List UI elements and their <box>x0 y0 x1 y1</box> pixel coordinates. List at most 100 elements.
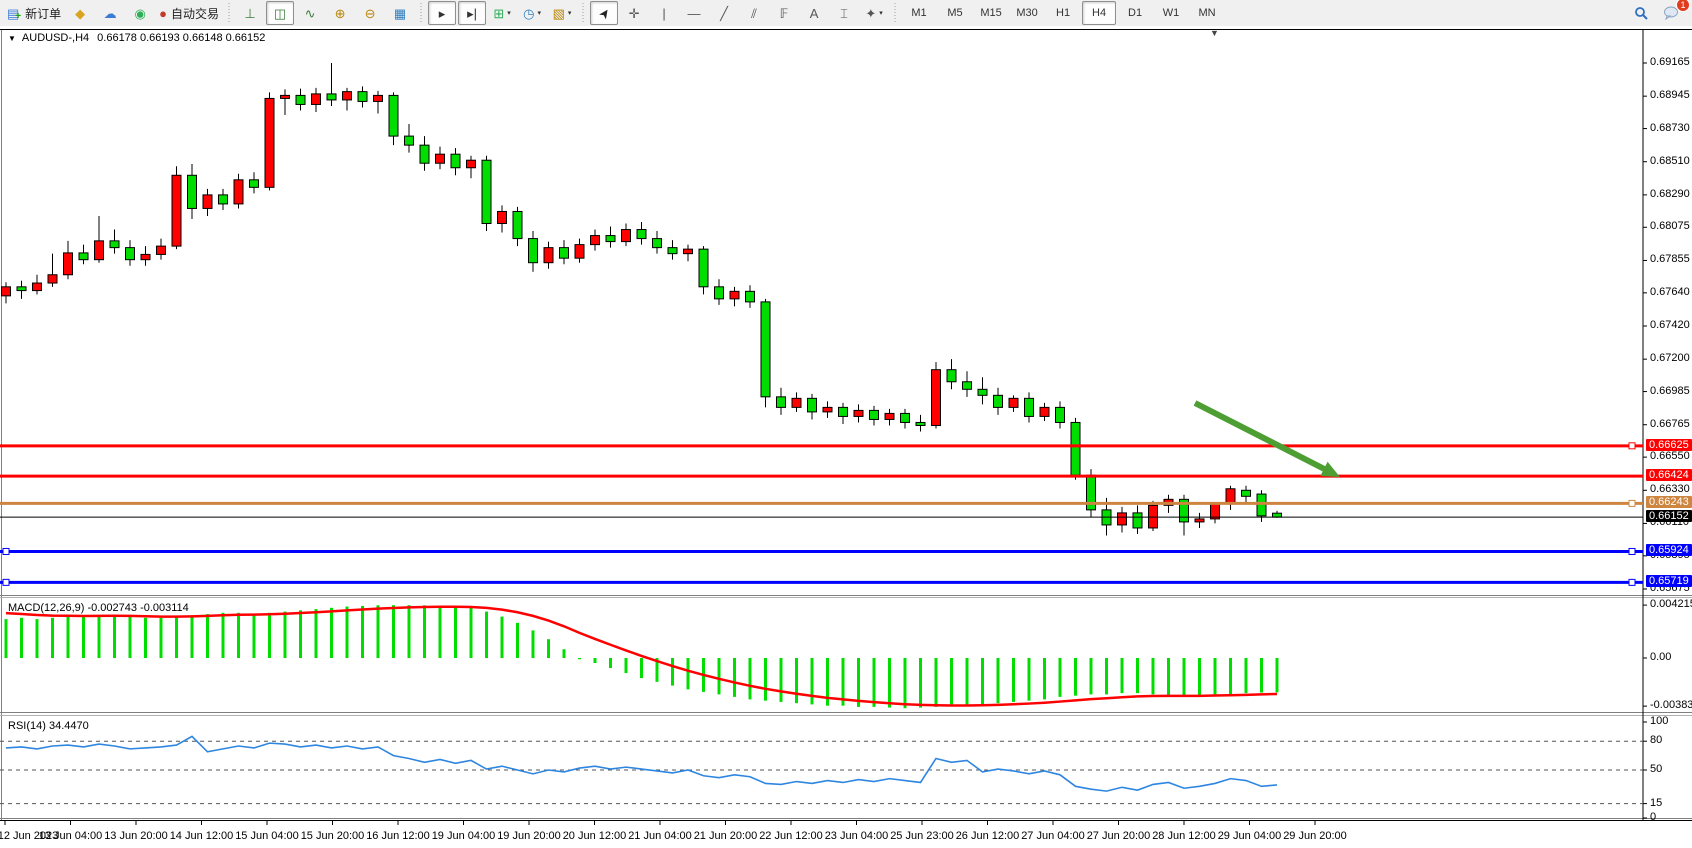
search-icon <box>1634 6 1648 20</box>
candle-body-bear <box>993 394 1003 408</box>
price-axis-tick-label: 0.67640 <box>1650 285 1690 298</box>
cursor-button[interactable]: ➤ <box>590 1 619 25</box>
timeframe-button-m15[interactable]: M15 <box>980 7 1002 19</box>
time-axis-label: 19 Jun 04:00 <box>431 830 496 842</box>
price-axis-tick-label: 0.66330 <box>1650 483 1690 496</box>
chart-menu-icon[interactable]: ▼ <box>8 33 16 43</box>
chart-title: ▼ AUDUSD-,H4 0.66178 0.66193 0.66148 0.6… <box>8 32 273 44</box>
notifications-button[interactable]: 1 <box>1657 0 1690 25</box>
candle-body-bear <box>900 412 910 423</box>
arrow-annotation-head[interactable] <box>1320 461 1340 477</box>
text-label-button[interactable]: ⌶ <box>830 1 858 25</box>
candle-body-bear <box>667 247 678 255</box>
zoom-in-icon: ⊕ <box>334 5 346 21</box>
timeframe-button-h4[interactable]: H4 <box>1082 1 1117 25</box>
line-handle[interactable] <box>1628 547 1636 555</box>
new-order-button[interactable]: ▤ + 新订单 <box>4 1 64 25</box>
text-button[interactable]: A <box>800 1 828 25</box>
price-axis-tick-label: 0.68510 <box>1650 154 1690 167</box>
candle-body-bull <box>140 253 151 261</box>
charts-profile-icon-icon: ◆ <box>75 5 86 21</box>
timeframe-button-w1[interactable]: W1 <box>1162 7 1180 19</box>
timeframe-button-h1[interactable]: H1 <box>1056 7 1071 19</box>
periods-icon: ◷ <box>523 5 535 21</box>
chevron-down-icon: ▾ <box>567 10 572 17</box>
line-handle[interactable] <box>2 578 10 586</box>
fibonacci-button[interactable]: 𝔽 <box>770 1 798 25</box>
candle-body-bear <box>357 91 368 102</box>
autotrading-button[interactable]: ● 自动交易 <box>156 1 222 25</box>
chart-window[interactable]: ▼ AUDUSD-,H4 0.66178 0.66193 0.66148 0.6… <box>0 26 1692 848</box>
crosshair-button[interactable]: ✛ <box>620 1 648 25</box>
hline-price-label: 0.65924 <box>1646 544 1692 557</box>
price-axis-tick-label: 0.66985 <box>1650 384 1690 397</box>
time-axis-label: 22 Jun 12:00 <box>759 830 823 842</box>
arrows-dropdown[interactable]: ✦ ▾ <box>860 1 888 25</box>
timeframe-button-d1[interactable]: D1 <box>1128 7 1143 19</box>
candle-body-bull <box>233 179 244 205</box>
line-chart-icon: ∿ <box>304 5 316 21</box>
line-handle[interactable] <box>1628 442 1636 450</box>
equidistant-channel-button[interactable]: ⫽ <box>740 1 768 25</box>
horizontal-line-button[interactable]: — <box>680 1 708 25</box>
zoom-in-button[interactable]: ⊕ <box>326 1 354 25</box>
arrow-annotation-shaft[interactable] <box>1193 400 1329 474</box>
price-axis-tick-label: 0.68945 <box>1650 89 1690 102</box>
periods-dropdown[interactable]: ◷ ▾ <box>518 1 546 25</box>
candle-body-bull <box>1008 397 1019 408</box>
line-handle[interactable] <box>1628 499 1636 507</box>
candle-body-bear <box>450 153 461 169</box>
candle-body-bear <box>605 235 616 243</box>
candle-body-bear <box>125 247 135 261</box>
candle-body-bull <box>1225 488 1236 505</box>
price-axis-tick-label: 0.66550 <box>1650 450 1690 463</box>
chart-shift-marker-icon[interactable]: ▼ <box>1210 28 1219 38</box>
candlestick-chart-button[interactable]: ◫ <box>266 1 295 25</box>
time-axis-label: 14 Jun 12:00 <box>169 830 234 842</box>
rsi-axis-label: 100 <box>1650 715 1669 727</box>
chart-shift-button[interactable]: ▸| <box>458 1 487 25</box>
auto-scroll-icon: ▸ <box>438 5 446 21</box>
toolbar-group-scroll: ▸ ▸| ⊞ ▾ ◷ ▾ ▧ ▾ <box>424 1 580 25</box>
chevron-down-icon: ▾ <box>507 10 511 17</box>
price-axis-tick-label: 0.68730 <box>1650 121 1690 134</box>
candle-body-bear <box>838 406 848 417</box>
candle-body-bear <box>109 240 120 249</box>
macd-indicator-label: MACD(12,26,9) -0.002743 -0.003114 <box>8 602 189 614</box>
charts-profile-icon[interactable]: ◆ <box>66 1 94 25</box>
indicators-dropdown[interactable]: ⊞ ▾ <box>488 1 516 25</box>
line-chart-button[interactable]: ∿ <box>296 1 324 25</box>
time-axis-label: 21 Jun 04:00 <box>628 830 692 842</box>
vertical-line-button[interactable]: | <box>650 1 678 25</box>
templates-dropdown[interactable]: ▧ ▾ <box>548 1 576 25</box>
text-label-icon: ⌶ <box>840 5 848 21</box>
tile-windows-icon: ▦ <box>393 5 407 21</box>
timeframe-button-m1[interactable]: M1 <box>911 7 927 19</box>
trendline-button[interactable]: ╱ <box>710 1 738 25</box>
line-handle[interactable] <box>2 547 10 555</box>
candle-body-bear <box>962 381 972 390</box>
search-button[interactable] <box>1627 1 1655 25</box>
candle-body-bear <box>714 286 724 300</box>
macd-axis-label: 0.00 <box>1650 651 1672 663</box>
candle-body-bull <box>466 159 476 169</box>
bar-chart-button[interactable]: ⊥ <box>236 1 264 25</box>
time-axis-label: 15 Jun 04:00 <box>235 830 299 842</box>
trendline-icon: ╱ <box>720 5 728 21</box>
toolbar-separator <box>420 3 423 23</box>
hline-price-label: 0.66243 <box>1646 496 1692 509</box>
community-icon[interactable]: ☁ <box>96 1 124 25</box>
toolbar-group-linestudies: ➤ ✛ | — ╱ ⫽ 𝔽 A ⌶ ✦ ▾ <box>586 1 892 25</box>
timeframe-button-m30[interactable]: M30 <box>1016 7 1038 19</box>
chart-canvas[interactable] <box>0 26 1692 848</box>
candle-body-bull <box>621 229 631 243</box>
signals-icon[interactable]: ◉ <box>126 1 154 25</box>
timeframe-button-mn[interactable]: MN <box>1198 7 1216 19</box>
timeframe-button-m5[interactable]: M5 <box>947 7 963 19</box>
tile-windows-button[interactable]: ▦ <box>386 1 414 25</box>
equidistant-channel-icon: ⫽ <box>751 5 757 21</box>
line-handle[interactable] <box>1628 578 1636 586</box>
auto-scroll-button[interactable]: ▸ <box>428 1 457 25</box>
zoom-out-button[interactable]: ⊖ <box>356 1 384 25</box>
candle-body-bull <box>853 409 864 417</box>
